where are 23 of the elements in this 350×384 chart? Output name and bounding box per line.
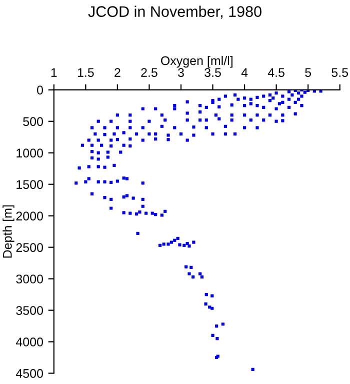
x-tick-label: 1	[51, 68, 57, 77]
y-tick-label: 3000	[16, 274, 43, 284]
x-tick-label: 3.5	[204, 68, 221, 77]
x-tick-label: 2	[114, 68, 120, 77]
y-tick-label: 4000	[16, 338, 43, 346]
y-tick-label: 3500	[16, 306, 43, 315]
y-tick-label: 500	[23, 117, 43, 126]
y-tick-label: 2500	[16, 243, 43, 252]
x-tick-label: 2.5	[141, 68, 158, 77]
x-tick-label: 5.5	[332, 68, 348, 77]
y-tick-label: 1000	[16, 148, 43, 158]
x-axis-title: Oxygen [ml/l]	[161, 56, 232, 68]
y-tick-label: 1500	[16, 180, 43, 189]
x-tick-label: 4	[241, 68, 248, 77]
x-tick-label: 4.5	[268, 68, 284, 77]
x-tick-label: 1.5	[78, 68, 94, 77]
y-tick-label: 0	[37, 86, 43, 95]
y-tick-label: 4500	[16, 369, 43, 378]
x-tick-label: 5	[305, 68, 312, 77]
y-axis-title: Depth [m]	[2, 205, 14, 258]
y-tick-label: 2000	[16, 212, 43, 220]
chart-title: JCOD in November, 1980	[88, 6, 262, 19]
x-tick-label: 3	[178, 68, 184, 77]
